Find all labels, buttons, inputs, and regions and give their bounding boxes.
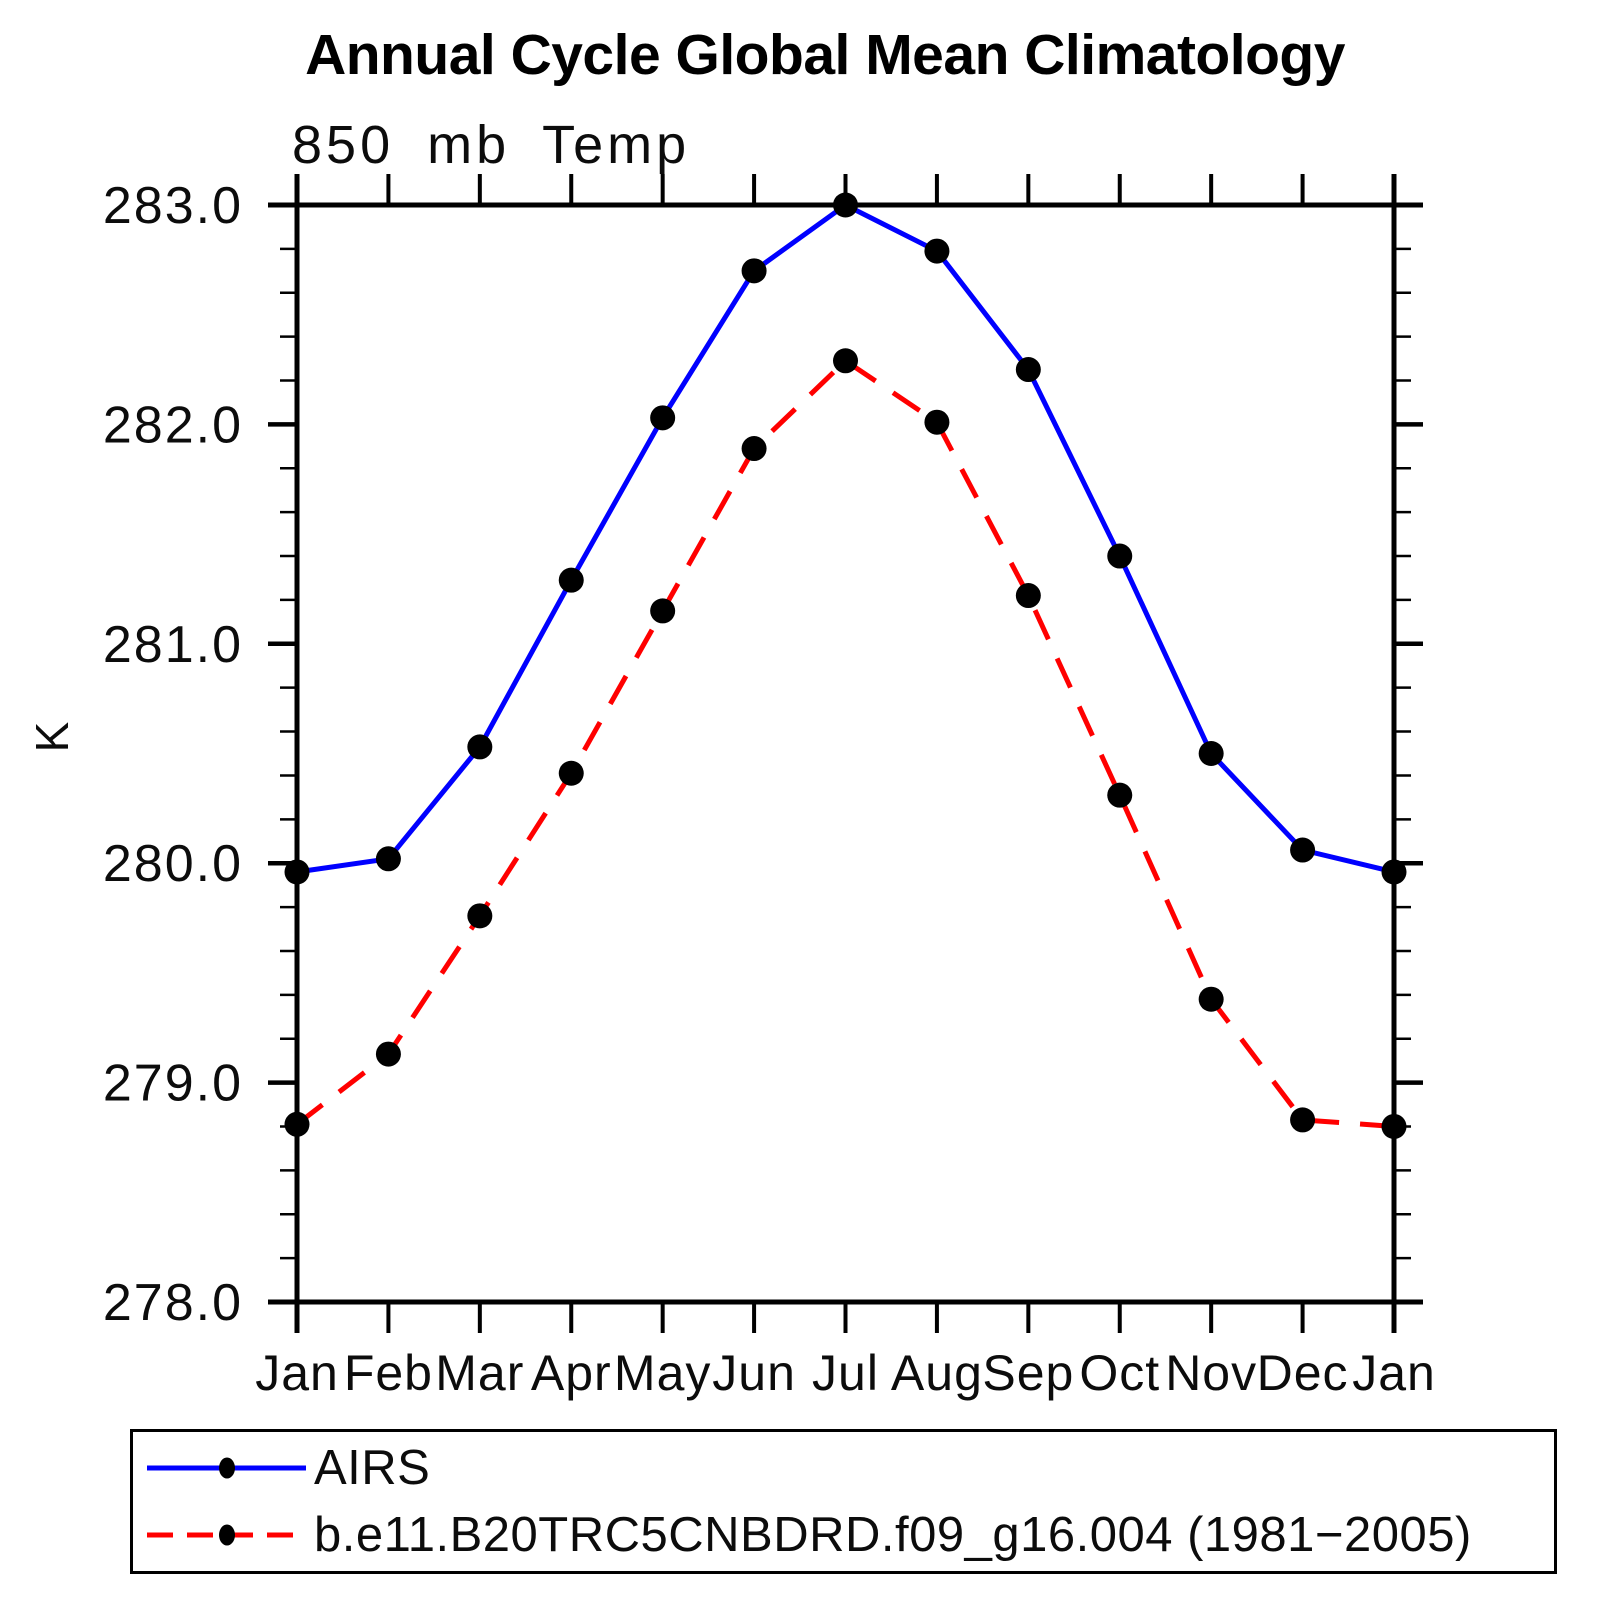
y-tick-label: 282.0 <box>103 396 243 454</box>
y-tick-label: 278.0 <box>103 1274 243 1332</box>
x-tick-label: Apr <box>531 1345 612 1401</box>
chart-title: Annual Cycle Global Mean Climatology <box>305 23 1345 87</box>
x-tick-label: May <box>614 1345 711 1401</box>
x-tick-label: Aug <box>891 1345 983 1401</box>
data-point-marker <box>1381 1113 1407 1139</box>
legend-item-model: b.e11.B20TRC5CNBDRD.f09_g16.004 (1981−20… <box>139 1504 1554 1566</box>
model-legend-marker-icon <box>219 1524 235 1546</box>
x-tick-label: Jan <box>255 1345 339 1401</box>
data-point-marker <box>924 409 950 435</box>
model-series-line <box>295 357 1395 1129</box>
data-point-marker <box>741 436 767 462</box>
data-point-marker <box>1015 583 1041 609</box>
tick-marks <box>268 174 1423 1333</box>
x-tick-label: Nov <box>1165 1345 1257 1401</box>
data-point-marker <box>650 598 676 624</box>
data-point-marker <box>1290 837 1316 863</box>
data-point-marker <box>284 859 310 885</box>
data-point-marker <box>1381 859 1407 885</box>
data-point-marker <box>1107 782 1133 808</box>
y-tick-label: 283.0 <box>103 177 243 235</box>
data-point-marker <box>375 1041 401 1067</box>
data-point-marker <box>1015 357 1041 383</box>
x-tick-label: Jul <box>812 1345 879 1401</box>
airs-series-line <box>296 202 1395 875</box>
data-point-marker <box>284 1111 310 1137</box>
data-point-marker <box>558 760 584 786</box>
data-point-marker <box>1290 1107 1316 1133</box>
airs-line-swatch <box>147 1457 306 1479</box>
data-point-marker <box>467 903 493 929</box>
legend: AIRS b.e11.B20TRC5CNBDRD.f09_g16.004 (19… <box>130 1429 1557 1574</box>
data-point-marker <box>833 348 858 374</box>
data-point-marker <box>375 846 401 872</box>
x-tick-label: Oct <box>1079 1345 1160 1401</box>
data-point-marker <box>467 734 493 760</box>
legend-label-airs: AIRS <box>314 1441 431 1495</box>
data-point-markers <box>284 192 1407 1139</box>
data-point-marker <box>1107 543 1133 569</box>
x-tick-label: Jan <box>1352 1345 1436 1401</box>
y-tick-label: 281.0 <box>103 616 243 674</box>
data-point-marker <box>833 192 858 218</box>
data-point-marker <box>924 238 950 264</box>
data-point-marker <box>650 405 676 431</box>
x-tick-label: Sep <box>982 1345 1074 1401</box>
airs-legend-marker-icon <box>219 1457 235 1479</box>
legend-item-airs: AIRS <box>139 1437 1554 1499</box>
model-line-swatch <box>147 1524 306 1546</box>
y-tick-label: 279.0 <box>103 1055 243 1113</box>
data-point-marker <box>558 567 584 593</box>
x-tick-label: Mar <box>435 1345 524 1401</box>
x-tick-label: Jun <box>712 1345 796 1401</box>
data-point-marker <box>741 258 767 284</box>
y-axis-title: K <box>26 721 78 752</box>
legend-label-model: b.e11.B20TRC5CNBDRD.f09_g16.004 (1981−20… <box>314 1508 1472 1562</box>
x-tick-label: Feb <box>344 1345 433 1401</box>
series-lines <box>295 202 1395 1129</box>
data-point-marker <box>1198 986 1224 1012</box>
y-tick-label: 280.0 <box>103 835 243 893</box>
chart-subtitle: 850 mb Temp <box>292 115 690 175</box>
data-point-marker <box>1198 741 1224 766</box>
x-tick-label: Dec <box>1257 1345 1349 1401</box>
axes <box>268 174 1423 1333</box>
axis-labels: Jan Feb Mar Apr May Jun Jul Aug Sep Oct Nov Dec Jan2… <box>26 115 1436 1401</box>
